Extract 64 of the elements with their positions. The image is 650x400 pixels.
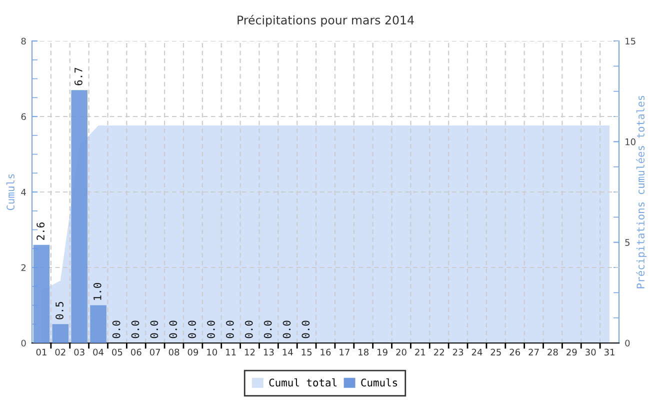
x-tick-label: 09 (188, 348, 198, 356)
y-tick-label: 4 (21, 188, 26, 196)
data-label: 0.0 (131, 320, 140, 338)
x-tick-label: 15 (302, 348, 312, 356)
x-tick-label: 07 (150, 348, 160, 356)
data-label: 0.0 (169, 320, 178, 338)
bar (33, 244, 50, 343)
bar (52, 324, 69, 343)
x-tick-label: 10 (207, 348, 218, 356)
x-tick-label: 25 (490, 348, 501, 356)
bar (71, 90, 88, 343)
x-tick-label: 31 (604, 348, 614, 356)
data-label: 0.0 (188, 320, 196, 338)
x-tick-label: 16 (320, 348, 331, 356)
y-tick-label: 8 (21, 38, 26, 45)
x-tick-label: 08 (168, 348, 180, 356)
x-tick-label: 28 (548, 348, 558, 356)
x-tick-label: 26 (510, 348, 520, 356)
x-tick-label: 29 (566, 348, 577, 356)
x-tick-label: 18 (358, 348, 368, 356)
legend-label: Cumul total (269, 378, 337, 387)
x-tick-label: 30 (586, 348, 596, 356)
y2-tick-label: 5 (625, 239, 630, 246)
data-label: 0.5 (56, 302, 64, 320)
y-axis-title: Cumuls (6, 174, 15, 210)
x-tick-label: 20 (396, 348, 406, 356)
x-tick-label: 12 (245, 348, 255, 356)
x-tick-label: 02 (55, 348, 66, 356)
x-tick-label: 27 (528, 348, 539, 356)
legend-label: Cumuls (361, 378, 398, 387)
x-tick-label: 01 (36, 348, 46, 356)
y-tick-label: 6 (21, 113, 26, 120)
chart-title: Précipitations pour mars 2014 (238, 14, 414, 27)
x-tick-label: 24 (472, 348, 482, 356)
x-tick-label: 06 (130, 348, 142, 356)
x-tick-label: 11 (226, 348, 236, 356)
y2-tick-label: 10 (626, 138, 636, 146)
x-tick-label: 17 (340, 348, 350, 356)
data-label: 0.0 (282, 320, 291, 338)
x-tick-label: 04 (93, 348, 104, 356)
data-label: 0.0 (150, 320, 158, 338)
data-label: 0.0 (112, 320, 120, 338)
x-tick-label: 19 (378, 348, 388, 356)
x-tick-label: 22 (434, 348, 444, 356)
data-label: 0.0 (302, 320, 310, 338)
x-tick-label: 03 (74, 348, 84, 356)
data-label: 1.0 (93, 282, 102, 300)
x-tick-label: 21 (415, 348, 426, 356)
y-tick-label: 0 (21, 340, 26, 347)
data-label: 0.0 (226, 320, 234, 338)
x-tick-label: 13 (264, 348, 274, 356)
data-label: 2.6 (36, 222, 45, 240)
x-tick-label: 14 (282, 348, 293, 356)
y2-tick-label: 0 (625, 340, 630, 347)
x-tick-label: 23 (452, 348, 464, 356)
bar (90, 305, 106, 343)
data-label: 6.7 (74, 68, 82, 86)
data-label: 0.0 (207, 320, 215, 338)
data-label: 0.0 (264, 320, 272, 338)
y2-axis-title: Précipitations cumulées totales (636, 96, 647, 288)
data-label: 0.0 (244, 320, 253, 338)
y-tick-label: 2 (21, 264, 26, 271)
y2-tick-label: 15 (626, 38, 636, 45)
x-tick-label: 05 (112, 348, 122, 356)
